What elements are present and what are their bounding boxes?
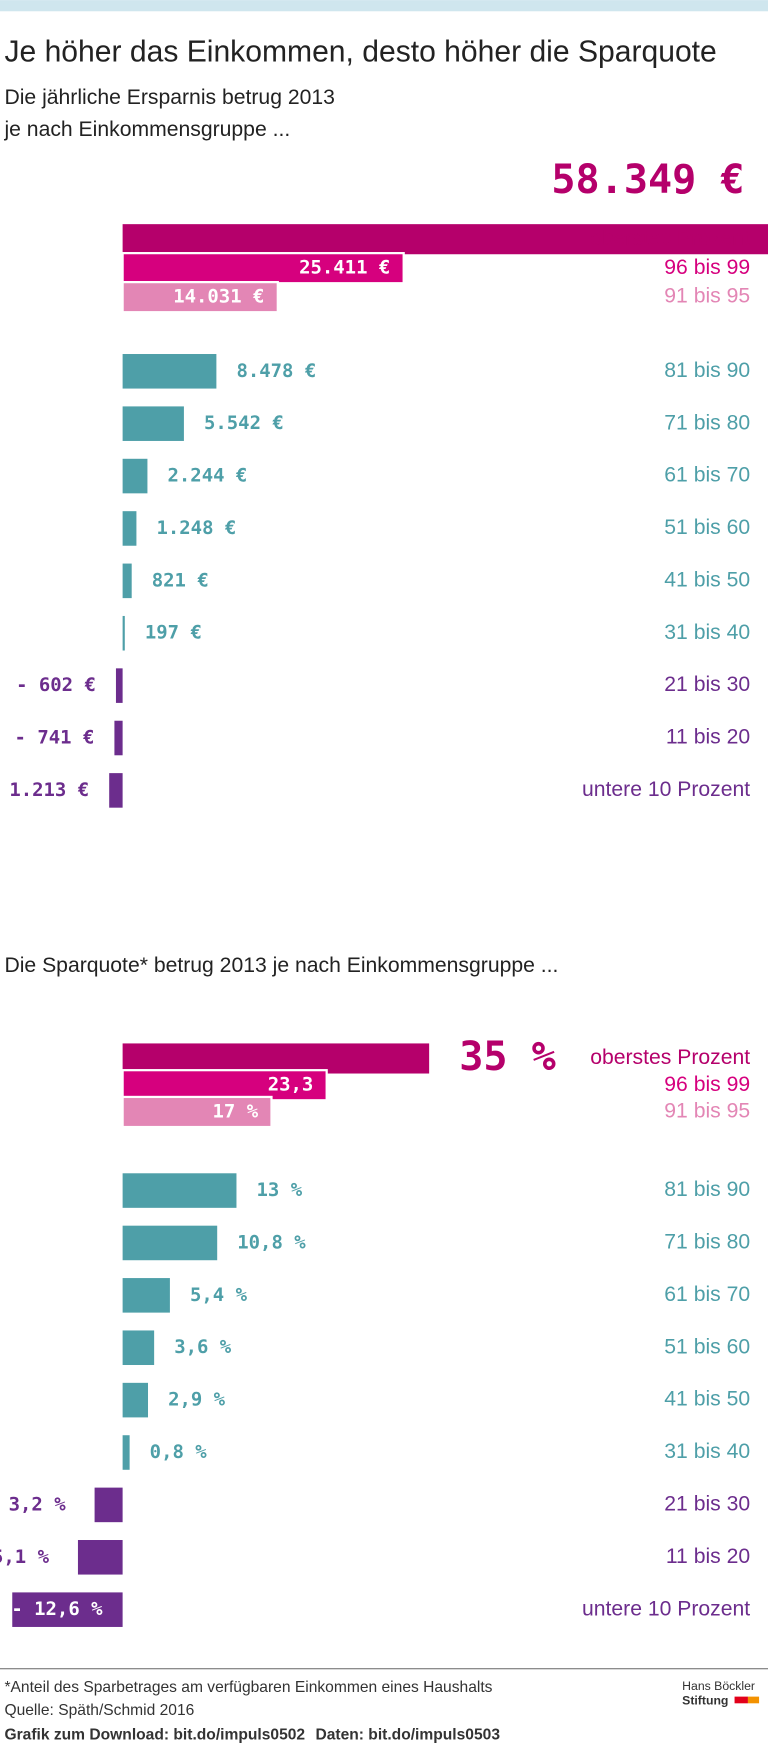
bar bbox=[12, 1592, 123, 1627]
subtitle: Die Sparquote* betrug 2013 je nach Einko… bbox=[4, 954, 558, 977]
logo-mark bbox=[734, 1696, 748, 1704]
bar bbox=[122, 1225, 218, 1261]
source: Quelle: Späth/Schmid 2016 bbox=[4, 1702, 194, 1719]
category-label: 81 bis 90 bbox=[664, 1178, 750, 1201]
subtitle: je nach Einkommensgruppe ... bbox=[3, 118, 290, 141]
category-label: 81 bis 90 bbox=[664, 359, 750, 382]
logo-line: Stiftung bbox=[682, 1693, 728, 1707]
category-label: 71 bis 80 bbox=[664, 1231, 750, 1254]
value-label: 197 € bbox=[145, 622, 202, 644]
category-label: 21 bis 30 bbox=[664, 1492, 750, 1515]
value-label: 0,8 % bbox=[150, 1441, 208, 1463]
category-label: 41 bis 50 bbox=[664, 568, 750, 591]
title: Je höher das Einkommen, desto höher die … bbox=[4, 36, 716, 69]
bar bbox=[121, 1069, 328, 1102]
value-label: - 741 € bbox=[15, 727, 95, 749]
category-label: 31 bis 40 bbox=[664, 1440, 750, 1463]
data-link: Daten: bit.do/impuls0503 bbox=[315, 1727, 500, 1744]
value-label: 2.244 € bbox=[167, 465, 247, 487]
bar bbox=[122, 354, 217, 389]
bar bbox=[122, 1173, 237, 1208]
category-label: 71 bis 80 bbox=[664, 411, 750, 434]
value-label: 2,9 % bbox=[168, 1389, 226, 1411]
value-label: - 5,1 % bbox=[0, 1546, 50, 1568]
subtitle: Die jährliche Ersparnis betrug 2013 bbox=[4, 86, 334, 109]
bar bbox=[122, 1043, 430, 1074]
logo-mark bbox=[747, 1696, 760, 1704]
category-label: 96 bis 99 bbox=[664, 256, 750, 279]
bar bbox=[122, 1382, 149, 1418]
bar bbox=[115, 668, 123, 703]
value-label: 35 % bbox=[459, 1034, 556, 1080]
category-label: untere 10 Prozent bbox=[582, 778, 750, 801]
category-label: 61 bis 70 bbox=[664, 464, 750, 487]
value-label: - 12,6 % bbox=[11, 1598, 103, 1620]
bar bbox=[121, 252, 405, 285]
bar bbox=[109, 773, 123, 808]
bar bbox=[122, 458, 148, 494]
value-label: - 602 € bbox=[16, 674, 96, 696]
bar bbox=[122, 563, 132, 599]
bar bbox=[77, 1540, 123, 1575]
value-label: 8.478 € bbox=[236, 360, 316, 382]
value-label: 5,4 % bbox=[190, 1284, 248, 1306]
category-label: 11 bis 20 bbox=[666, 726, 750, 749]
category-label: 51 bis 60 bbox=[664, 516, 750, 539]
value-label: 13 % bbox=[257, 1179, 303, 1201]
bar bbox=[122, 1330, 155, 1366]
category-label: untere 10 Prozent bbox=[582, 1597, 750, 1620]
value-label: - 3,2 % bbox=[0, 1493, 66, 1515]
download-link: Grafik zum Download: bit.do/impuls0502 bbox=[4, 1727, 305, 1744]
bar bbox=[122, 615, 125, 651]
bar bbox=[94, 1487, 123, 1523]
value-label: 5.542 € bbox=[204, 412, 284, 434]
category-label: 21 bis 30 bbox=[664, 673, 750, 696]
bar bbox=[114, 720, 123, 756]
value-label: 3,6 % bbox=[174, 1336, 232, 1358]
category-label: 11 bis 20 bbox=[666, 1545, 750, 1568]
category-label: 31 bis 40 bbox=[664, 621, 750, 644]
category-label: 91 bis 95 bbox=[664, 285, 750, 308]
category-label: 91 bis 95 bbox=[664, 1100, 750, 1123]
logo-line: Hans Böckler bbox=[682, 1679, 755, 1693]
value-label: 1.248 € bbox=[156, 517, 236, 539]
category-label: 51 bis 60 bbox=[664, 1335, 750, 1358]
value-label: 58.349 € bbox=[551, 157, 744, 203]
top-strip bbox=[0, 0, 768, 12]
footnote: *Anteil des Sparbetrages am verfügbaren … bbox=[4, 1679, 492, 1696]
bar bbox=[122, 511, 137, 546]
value-label: 14.031 € bbox=[173, 286, 264, 308]
bar bbox=[122, 406, 184, 441]
bar bbox=[122, 224, 768, 255]
value-label: 25.411 € bbox=[299, 257, 390, 279]
value-label: - 1.213 € bbox=[0, 779, 89, 801]
value-label: 17 % bbox=[213, 1100, 259, 1122]
bar bbox=[121, 281, 279, 314]
bar bbox=[122, 1435, 130, 1470]
value-label: 821 € bbox=[152, 569, 209, 591]
category-label: 96 bis 99 bbox=[664, 1073, 750, 1096]
value-label: 23,3 bbox=[268, 1074, 314, 1096]
bar bbox=[121, 1095, 273, 1129]
category-label: 41 bis 50 bbox=[664, 1388, 750, 1411]
category-label: 61 bis 70 bbox=[664, 1283, 750, 1306]
category-label: oberstes Prozent bbox=[590, 1046, 750, 1069]
value-label: 10,8 % bbox=[237, 1231, 306, 1253]
bar bbox=[122, 1278, 170, 1313]
category-label: oberstes Prozent bbox=[590, 227, 750, 250]
